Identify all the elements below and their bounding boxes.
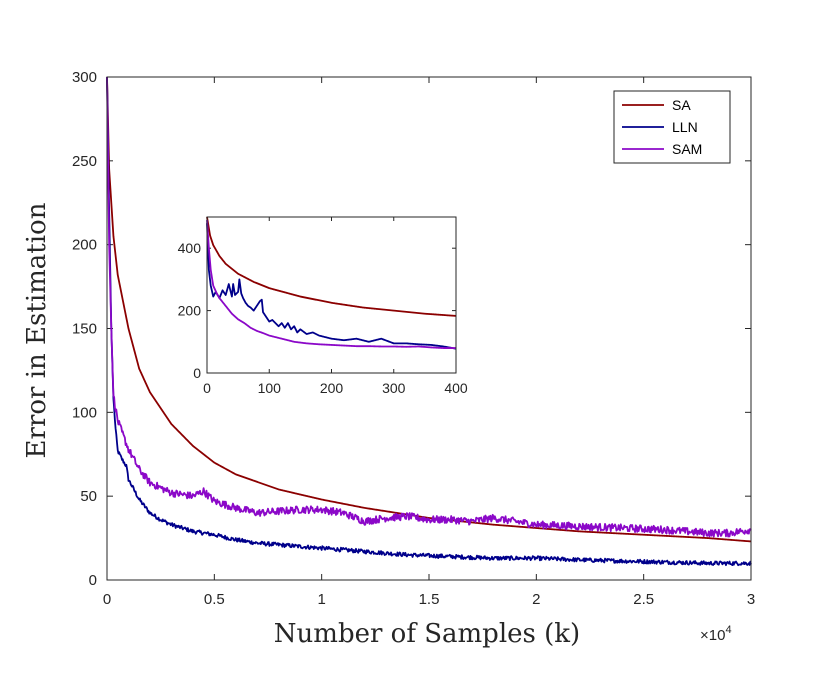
legend-box: [613, 90, 731, 164]
inset-series-sa: [206, 216, 457, 317]
y-axis-label: Error in Estimation: [22, 202, 52, 458]
inset-y-tick-label: 400: [178, 240, 202, 256]
inset-x-tick-label: 400: [444, 380, 468, 396]
main-y-tick-label: 0: [89, 572, 97, 589]
main-x-tick-label: 0: [103, 591, 111, 608]
main-series-sa: [106, 76, 752, 543]
main-x-tick-label: 2.5: [633, 591, 654, 608]
main-plot-frame: [106, 76, 752, 581]
main-x-tick-label: 3: [747, 591, 755, 608]
inset-plot-frame: [206, 216, 457, 374]
main-x-tick-label: 0.5: [204, 591, 225, 608]
main-y-tick-label: 200: [72, 237, 97, 254]
legend-label-sam: SAM: [672, 141, 702, 157]
main-y-tick-label: 50: [80, 488, 97, 505]
main-series-sam: [106, 76, 752, 538]
x-axis-exponent-base: ×10: [700, 627, 725, 644]
x-axis-exponent-power: 4: [725, 624, 731, 636]
legend: SA LLN SAM: [613, 90, 731, 164]
x-axis-exponent: ×104: [700, 624, 732, 644]
legend-label-sa: SA: [672, 97, 691, 113]
inset-y-tick-label: 0: [193, 365, 201, 381]
main-y-tick-label: 250: [72, 153, 97, 170]
main-x-tick-label: 1.5: [419, 591, 440, 608]
legend-label-lln: LLN: [672, 119, 698, 135]
main-y-tick-label: 150: [72, 321, 97, 338]
inset-y-tick-label: 200: [178, 303, 202, 319]
inset-x-tick-label: 0: [203, 380, 211, 396]
x-axis-label: Number of Samples (k): [274, 619, 580, 649]
main-series-lln: [106, 76, 752, 567]
inset-plot-area: [207, 217, 456, 373]
inset-x-tick-label: 200: [320, 380, 344, 396]
main-y-tick-label: 300: [72, 69, 97, 86]
inset-series-lln: [206, 223, 457, 350]
main-x-tick-label: 2: [532, 591, 540, 608]
main-x-tick-label: 1: [317, 591, 325, 608]
inset-x-tick-label: 300: [382, 380, 406, 396]
main-y-tick-label: 100: [72, 404, 97, 421]
inset-series-sam: [206, 220, 457, 349]
inset-x-tick-label: 100: [258, 380, 282, 396]
